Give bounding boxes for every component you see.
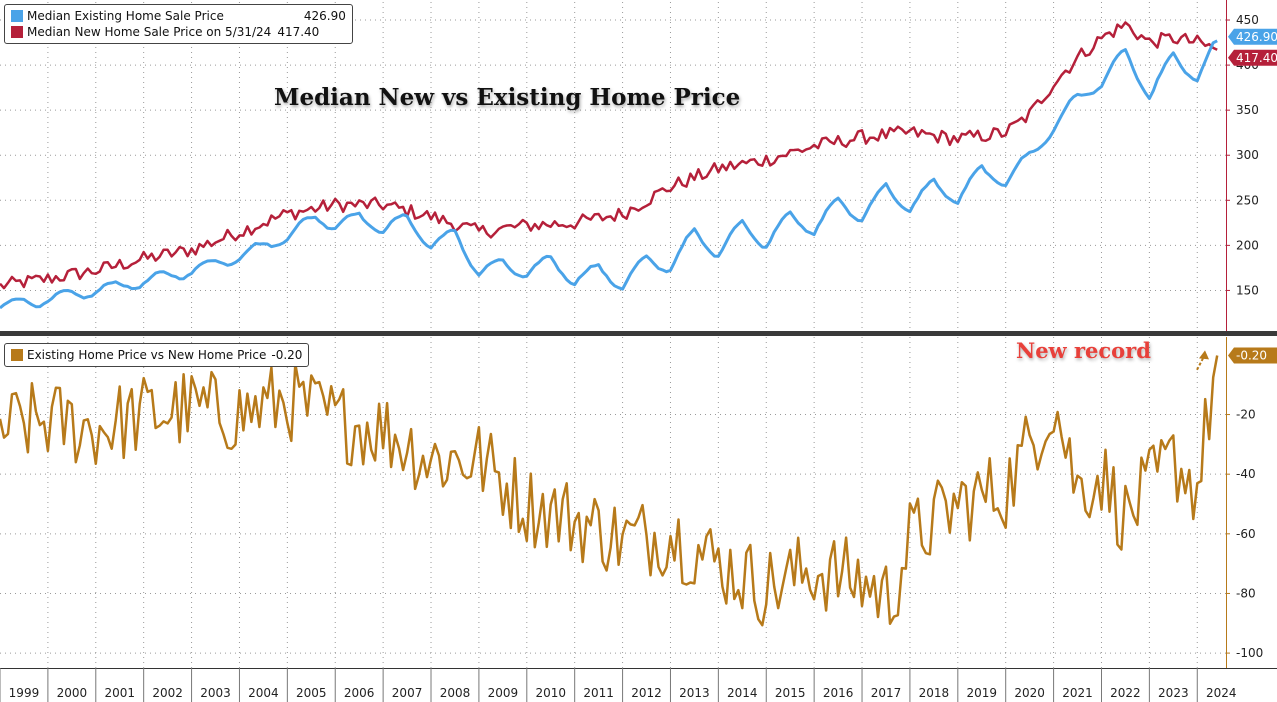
- panel-divider: [0, 331, 1277, 336]
- x-tick-label: 2021: [1062, 686, 1093, 700]
- existing-price-value-tag: 426.90: [1236, 30, 1277, 44]
- legend-swatch-existing: [11, 10, 23, 22]
- x-tick-label: 2010: [535, 686, 566, 700]
- record-arrow-head: [1199, 350, 1209, 360]
- new-record-annotation: New record: [1016, 338, 1151, 363]
- x-tick-label: 2000: [57, 686, 88, 700]
- legend-label-existing: Median Existing Home Sale Price: [27, 9, 224, 23]
- bottom-y-tick-label: -60: [1236, 527, 1256, 541]
- x-tick-label: 2017: [871, 686, 902, 700]
- legend-swatch-spread: [11, 349, 23, 361]
- x-tick-label: 2006: [344, 686, 375, 700]
- top-y-tick-label: 250: [1236, 193, 1259, 207]
- x-tick-label: 2023: [1158, 686, 1189, 700]
- x-tick-label: 2020: [1014, 686, 1045, 700]
- series-line-spread: [0, 355, 1219, 627]
- x-tick-label: 2003: [200, 686, 231, 700]
- x-tick-label: 2018: [919, 686, 950, 700]
- legend-value-existing: 426.90: [303, 9, 346, 23]
- x-tick-label: 2014: [727, 686, 758, 700]
- legend-value-new: 417.40: [277, 25, 320, 39]
- legend-swatch-new: [11, 26, 23, 38]
- existing-price-value-tag-bg: [1228, 28, 1277, 45]
- spread-value-tag-bg: [1228, 347, 1277, 364]
- x-tick-label: 2008: [440, 686, 471, 700]
- bottom-y-tick-label: -100: [1236, 646, 1263, 660]
- top-y-tick-label: 450: [1236, 13, 1259, 27]
- x-tick-label: 2019: [966, 686, 997, 700]
- legend-value-spread: -0.20: [271, 348, 303, 362]
- bottom-y-tick-label: -80: [1236, 586, 1256, 600]
- top-y-tick-label: 200: [1236, 238, 1259, 252]
- spread-value-tag: -0.20: [1236, 349, 1267, 363]
- x-tick-label: 2007: [392, 686, 423, 700]
- x-tick-label: 2004: [248, 686, 279, 700]
- x-tick-label: 2013: [679, 686, 710, 700]
- x-tick-label: 2015: [775, 686, 806, 700]
- bottom-y-tick-label: -40: [1236, 467, 1256, 481]
- legend-label-spread: Existing Home Price vs New Home Price: [27, 348, 267, 362]
- chart-title: Median New vs Existing Home Price: [274, 84, 741, 111]
- x-tick-label: 2009: [488, 686, 519, 700]
- bottom-y-tick-label: -20: [1236, 408, 1256, 422]
- bottom-legend: Existing Home Price vs New Home Price -0…: [4, 343, 310, 367]
- top-legend: Median Existing Home Sale Price 426.90 M…: [4, 4, 353, 44]
- legend-label-new: Median New Home Sale Price on 5/31/24: [27, 25, 272, 39]
- top-y-tick-label: 350: [1236, 103, 1259, 117]
- new-price-value-tag-bg: [1228, 49, 1277, 66]
- x-tick-label: 2012: [631, 686, 662, 700]
- series-line-new-home: [0, 21, 1218, 290]
- x-tick-label: 2016: [823, 686, 854, 700]
- x-tick-label: 1999: [9, 686, 40, 700]
- series-line-existing-home: [0, 39, 1218, 310]
- x-tick-label: 2001: [104, 686, 135, 700]
- x-tick-label: 2022: [1110, 686, 1141, 700]
- legend-item-existing: Median Existing Home Sale Price 426.90: [11, 8, 346, 24]
- x-tick-label: 2005: [296, 686, 327, 700]
- x-tick-label: 2024: [1206, 686, 1237, 700]
- top-y-tick-label: 150: [1236, 283, 1259, 297]
- x-tick-label: 2002: [152, 686, 183, 700]
- legend-item-spread: Existing Home Price vs New Home Price -0…: [11, 347, 302, 363]
- new-price-value-tag: 417.40: [1236, 51, 1277, 65]
- x-tick-label: 2011: [583, 686, 614, 700]
- legend-item-new: Median New Home Sale Price on 5/31/24 41…: [11, 24, 346, 40]
- top-y-tick-label: 300: [1236, 148, 1259, 162]
